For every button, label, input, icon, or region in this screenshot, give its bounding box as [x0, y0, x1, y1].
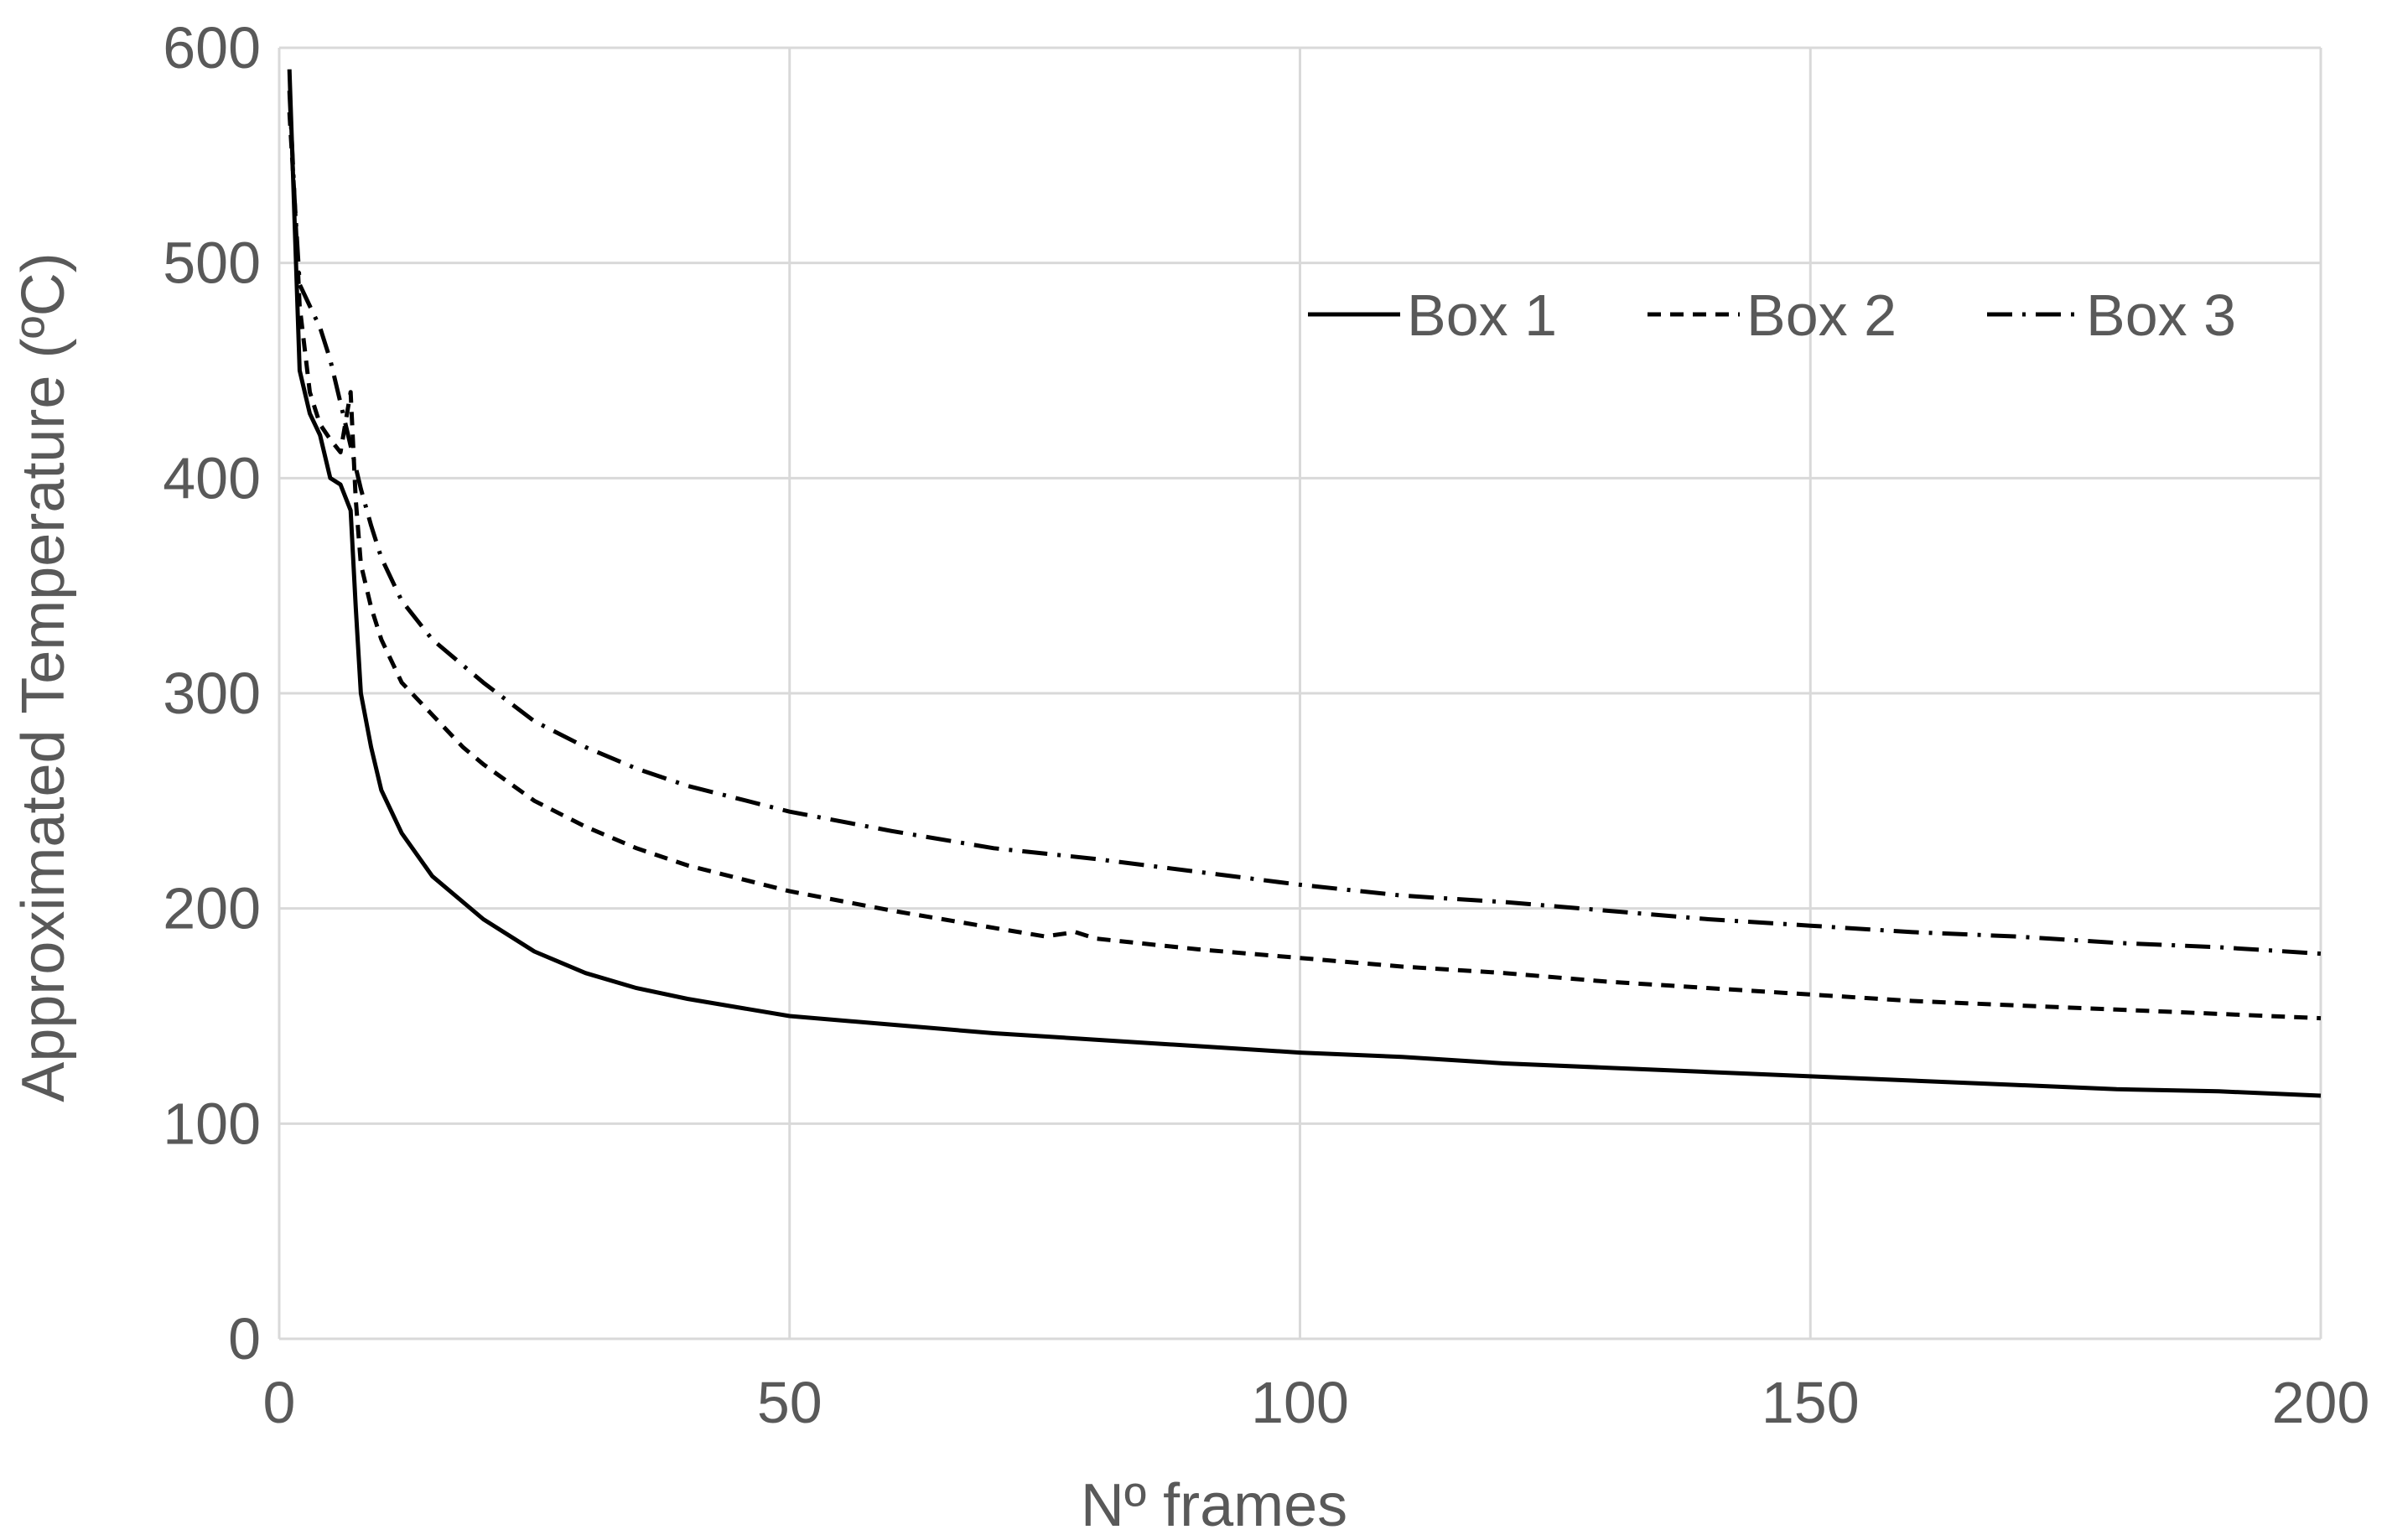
axes [278, 48, 2321, 1340]
x-tick-label: 100 [1251, 1370, 1349, 1435]
tick-labels: 0 100 200 300 400 500 600 0 50 100 150 200 [163, 15, 2369, 1435]
legend: Box 1 Box 2 Box 3 [1308, 283, 2236, 348]
y-tick-label: 600 [163, 15, 261, 80]
series-line-box-3 [287, 91, 2322, 957]
y-tick-label: 100 [163, 1091, 261, 1156]
legend-label-box-1: Box 1 [1407, 283, 1557, 348]
x-axis-title: Nº frames [1081, 1472, 1347, 1539]
x-tick-label: 150 [1762, 1370, 1860, 1435]
x-tick-label: 50 [757, 1370, 822, 1435]
y-tick-label: 300 [163, 661, 261, 726]
y-tick-label: 500 [163, 231, 261, 296]
y-tick-label: 400 [163, 445, 261, 511]
y-axis-title: Approximated Temperature (ºC) [10, 252, 77, 1102]
y-tick-label: 0 [228, 1306, 261, 1371]
legend-label-box-2: Box 2 [1746, 283, 1897, 348]
series-line-box-2 [287, 111, 2322, 1021]
series-line-box-1 [287, 69, 2322, 1098]
y-tick-label: 200 [163, 876, 261, 941]
legend-label-box-3: Box 3 [2086, 283, 2236, 348]
x-tick-label: 0 [263, 1370, 296, 1435]
plot-series [287, 69, 2322, 1098]
x-tick-label: 200 [2272, 1370, 2370, 1435]
grid [279, 46, 2322, 1339]
